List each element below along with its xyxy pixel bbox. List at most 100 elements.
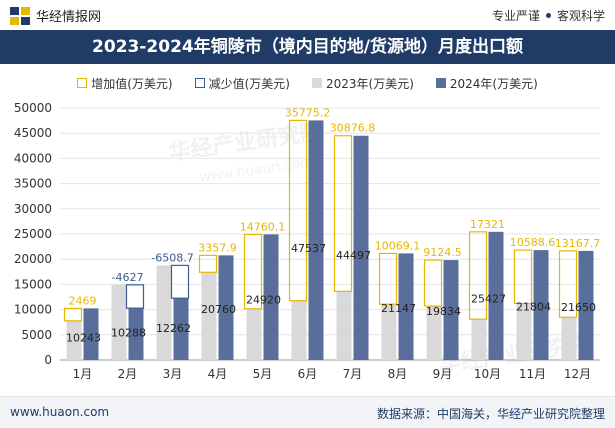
- bar-2024: [308, 120, 324, 361]
- chart-title: 2023-2024年铜陵市（境内目的地/货源地）月度出口额: [0, 30, 615, 64]
- y-tick-label: 30000: [14, 202, 52, 216]
- increase-box: [378, 252, 398, 305]
- bar-2023: [246, 308, 262, 360]
- value-label-2024: 21147: [381, 302, 416, 315]
- legend-label-2024: 2024年(万美元): [449, 76, 538, 91]
- y-tick-label: 50000: [14, 101, 52, 115]
- increase-box: [513, 249, 533, 305]
- increase-label: 2469: [69, 294, 97, 307]
- y-tick-label: 15000: [14, 277, 52, 291]
- increase-label: 13167.7: [555, 237, 601, 250]
- x-tick-label: 12月: [564, 367, 591, 381]
- value-label-2024: 19834: [426, 305, 461, 318]
- y-tick-label: 20000: [14, 252, 52, 266]
- bar-2023: [201, 272, 217, 360]
- legend-swatch-2023: [311, 78, 322, 88]
- bar-2023: [336, 291, 352, 360]
- value-label-2024: 25427: [471, 292, 506, 305]
- y-tick-label: 45000: [14, 126, 52, 140]
- value-label-2024: 21650: [561, 301, 596, 314]
- bar-2023: [516, 303, 532, 360]
- legend-label-increase: 增加值(万美元): [91, 76, 173, 91]
- legend-item-2023: 2023年(万美元): [311, 74, 414, 92]
- x-tick-label: 5月: [253, 367, 273, 381]
- footer: www.huaon.com 数据来源：中国海关，华经产业研究院整理: [0, 396, 615, 428]
- brand-name: 华经情报网: [36, 10, 102, 25]
- legend-swatch-2024: [435, 78, 446, 88]
- increase-box: [333, 135, 353, 292]
- bar-2023: [561, 317, 577, 360]
- increase-box: [468, 231, 488, 320]
- y-tick-label: 25000: [14, 227, 52, 241]
- decrease-box: [125, 284, 145, 309]
- x-tick-label: 10月: [474, 367, 501, 381]
- increase-box: [63, 307, 83, 322]
- value-label-2024: 10288: [111, 327, 146, 340]
- bar-2024: [353, 135, 369, 360]
- bar-2024: [398, 253, 414, 360]
- y-tick-label: 35000: [14, 177, 52, 191]
- increase-label: 10588.6: [510, 236, 556, 249]
- bar-2023: [381, 304, 397, 360]
- decrease-label: -6508.7: [151, 251, 193, 264]
- x-tick-label: 8月: [388, 367, 408, 381]
- bar-2023: [111, 284, 127, 360]
- increase-box: [423, 259, 443, 307]
- value-label-2024: 10243: [66, 331, 101, 344]
- bar-2023: [66, 320, 82, 360]
- legend-swatch-increase: [77, 78, 88, 88]
- bar-2024: [83, 308, 99, 360]
- y-tick-label: 10000: [14, 303, 52, 317]
- plot-group: 0 5000 10000 15000 20000 25000 30000 35000 40000…: [14, 101, 600, 381]
- value-label-2024: 12262: [156, 322, 191, 335]
- value-label-2024: 44497: [336, 249, 371, 262]
- x-tick-label: 4月: [208, 367, 228, 381]
- tagline: 专业严谨 客观科学: [492, 7, 605, 24]
- brand[interactable]: 华经情报网: [10, 6, 101, 25]
- x-tick-label: 7月: [343, 367, 363, 381]
- decrease-box: [170, 264, 190, 299]
- y-tick-label: 40000: [14, 151, 52, 165]
- tagline-left: 专业严谨: [491, 9, 540, 23]
- x-tick-label: 3月: [163, 367, 183, 381]
- increase-label: 30876.8: [330, 122, 376, 135]
- increase-label: 17321: [470, 218, 505, 231]
- x-tick-label: 9月: [433, 367, 453, 381]
- bar-2024: [443, 260, 459, 360]
- x-tick-label: 6月: [298, 367, 318, 381]
- tagline-right: 客观科学: [556, 9, 605, 23]
- increase-label: 35775.2: [285, 106, 331, 119]
- logo-icon: [10, 6, 30, 25]
- y-tick-label: 5000: [21, 328, 52, 342]
- bar-2023: [471, 319, 487, 360]
- increase-label: 10069.1: [375, 239, 421, 252]
- footer-website[interactable]: www.huaon.com: [10, 405, 110, 419]
- legend-item-2024: 2024年(万美元): [435, 74, 538, 92]
- legend-item-increase: 增加值(万美元): [77, 74, 173, 92]
- bar-2024: [173, 298, 189, 360]
- increase-label: 14760.1: [240, 220, 286, 233]
- x-tick-label: 2月: [118, 367, 138, 381]
- bar-2023: [426, 306, 442, 360]
- value-label-2024: 47537: [291, 242, 326, 255]
- dot-separator-icon: [545, 13, 551, 18]
- value-label-2024: 21804: [516, 301, 551, 314]
- bar-2023: [156, 265, 172, 360]
- increase-box: [198, 254, 218, 273]
- legend: 增加值(万美元) 减少值(万美元) 2023年(万美元) 2024年(万美元): [0, 74, 615, 92]
- increase-box: [243, 233, 263, 310]
- bar-2024: [488, 231, 504, 360]
- y-tick-label: 0: [44, 353, 52, 367]
- chart-area: 华经产业研究院 www.huaon.com 华经产业研究院 0500010000…: [14, 101, 600, 381]
- legend-label-2023: 2023年(万美元): [325, 76, 414, 91]
- legend-swatch-decrease: [194, 78, 205, 88]
- bar-2023: [291, 300, 307, 360]
- x-tick-label: 11月: [519, 367, 546, 381]
- increase-label: 3357.9: [198, 241, 237, 254]
- increase-label: 9124.5: [423, 246, 462, 259]
- value-label-2024: 20760: [201, 303, 236, 316]
- bar-2024: [128, 308, 144, 360]
- footer-source: 数据来源：中国海关，华经产业研究院整理: [376, 407, 605, 421]
- top-bar: 华经情报网 专业严谨 客观科学: [0, 0, 615, 30]
- bar-2024: [263, 234, 279, 360]
